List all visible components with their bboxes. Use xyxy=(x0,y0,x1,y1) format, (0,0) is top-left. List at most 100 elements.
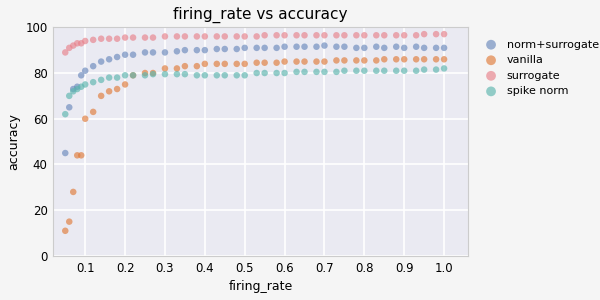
spike norm xyxy=(320,70,329,74)
norm+surrogate xyxy=(212,46,221,51)
surrogate xyxy=(220,34,230,39)
vanilla xyxy=(412,57,421,62)
vanilla xyxy=(240,61,250,66)
vanilla xyxy=(320,59,329,64)
norm+surrogate xyxy=(240,46,250,50)
surrogate xyxy=(320,33,329,38)
spike norm xyxy=(332,70,341,74)
surrogate xyxy=(128,35,138,40)
norm+surrogate xyxy=(128,52,138,57)
spike norm xyxy=(371,68,381,73)
vanilla xyxy=(220,61,230,66)
norm+surrogate xyxy=(200,48,209,52)
surrogate xyxy=(311,33,321,38)
vanilla xyxy=(64,219,74,224)
spike norm xyxy=(73,87,82,92)
surrogate xyxy=(88,38,98,42)
vanilla xyxy=(371,58,381,63)
spike norm xyxy=(340,68,349,73)
spike norm xyxy=(431,67,441,72)
surrogate xyxy=(391,33,401,38)
spike norm xyxy=(172,72,182,76)
spike norm xyxy=(64,94,74,98)
surrogate xyxy=(64,46,74,50)
surrogate xyxy=(160,34,170,39)
vanilla xyxy=(379,57,389,62)
vanilla xyxy=(180,64,190,69)
norm+surrogate xyxy=(340,44,349,49)
vanilla xyxy=(212,61,221,66)
spike norm xyxy=(292,70,301,74)
norm+surrogate xyxy=(352,46,361,50)
norm+surrogate xyxy=(97,59,106,64)
vanilla xyxy=(300,59,310,64)
surrogate xyxy=(68,43,78,48)
spike norm xyxy=(68,89,78,94)
spike norm xyxy=(212,73,221,78)
surrogate xyxy=(280,33,289,38)
norm+surrogate xyxy=(431,46,441,50)
norm+surrogate xyxy=(160,50,170,55)
norm+surrogate xyxy=(400,46,409,50)
spike norm xyxy=(180,72,190,76)
surrogate xyxy=(240,34,250,39)
vanilla xyxy=(272,60,281,65)
spike norm xyxy=(200,73,209,78)
surrogate xyxy=(340,33,349,38)
vanilla xyxy=(76,153,86,158)
vanilla xyxy=(192,64,202,69)
surrogate xyxy=(292,33,301,38)
surrogate xyxy=(419,32,429,37)
vanilla xyxy=(311,59,321,64)
norm+surrogate xyxy=(359,46,369,50)
spike norm xyxy=(240,73,250,78)
spike norm xyxy=(300,70,310,74)
spike norm xyxy=(61,112,70,117)
surrogate xyxy=(260,33,269,38)
X-axis label: firing_rate: firing_rate xyxy=(229,280,293,293)
vanilla xyxy=(391,57,401,62)
vanilla xyxy=(80,116,90,121)
surrogate xyxy=(232,34,242,39)
spike norm xyxy=(412,68,421,73)
vanilla xyxy=(292,59,301,64)
spike norm xyxy=(352,68,361,73)
norm+surrogate xyxy=(300,44,310,49)
spike norm xyxy=(97,77,106,82)
vanilla xyxy=(232,61,242,66)
spike norm xyxy=(192,73,202,78)
spike norm xyxy=(104,75,114,80)
vanilla xyxy=(73,153,82,158)
norm+surrogate xyxy=(280,44,289,49)
spike norm xyxy=(280,70,289,75)
norm+surrogate xyxy=(120,52,130,57)
vanilla xyxy=(400,57,409,62)
surrogate xyxy=(332,33,341,38)
norm+surrogate xyxy=(332,44,341,49)
norm+surrogate xyxy=(379,46,389,50)
vanilla xyxy=(359,58,369,63)
norm+surrogate xyxy=(220,46,230,51)
spike norm xyxy=(400,68,409,73)
surrogate xyxy=(97,36,106,41)
spike norm xyxy=(252,70,262,75)
norm+surrogate xyxy=(232,46,242,51)
spike norm xyxy=(220,73,230,78)
norm+surrogate xyxy=(192,48,202,52)
spike norm xyxy=(140,73,150,78)
vanilla xyxy=(120,82,130,87)
norm+surrogate xyxy=(272,46,281,50)
vanilla xyxy=(160,66,170,71)
spike norm xyxy=(311,70,321,74)
norm+surrogate xyxy=(148,50,158,55)
vanilla xyxy=(419,57,429,62)
surrogate xyxy=(379,33,389,38)
vanilla xyxy=(104,89,114,94)
vanilla xyxy=(280,59,289,64)
surrogate xyxy=(76,41,86,46)
norm+surrogate xyxy=(76,73,86,78)
vanilla xyxy=(340,58,349,63)
surrogate xyxy=(61,50,70,55)
spike norm xyxy=(148,72,158,76)
vanilla xyxy=(148,70,158,75)
